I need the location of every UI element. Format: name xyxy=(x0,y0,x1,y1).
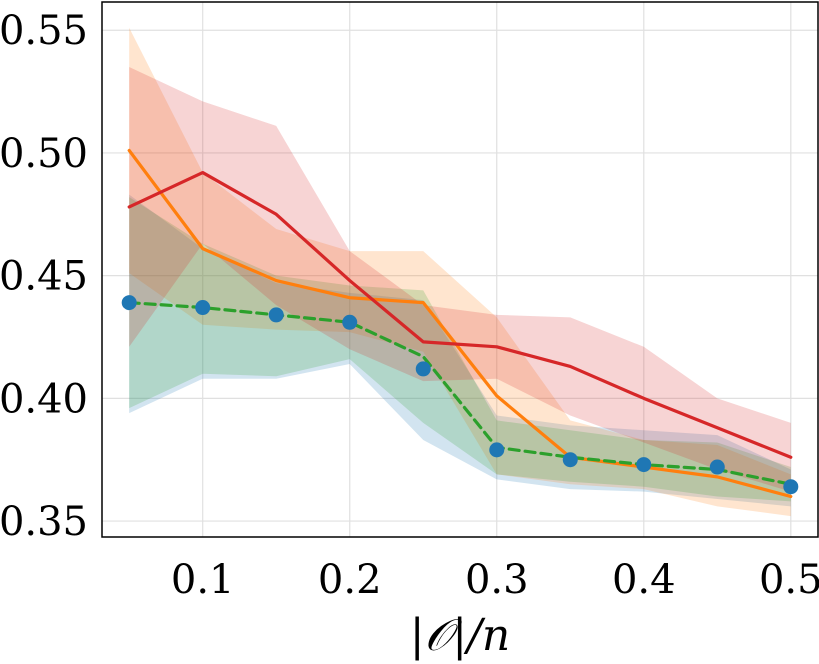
series-lines xyxy=(127,148,793,499)
point-series-1 xyxy=(709,459,725,475)
y-tick-label: 0.45 xyxy=(0,254,88,300)
plot-frame xyxy=(101,1,819,538)
band-series-4 xyxy=(129,67,791,492)
y-tick-labels: 0.35 0.40 0.45 0.50 0.55 xyxy=(0,8,88,545)
point-series-1 xyxy=(489,442,505,458)
x-tick-label: 0.2 xyxy=(318,557,382,603)
x-tick-label: 0.5 xyxy=(759,557,819,603)
point-series-1 xyxy=(415,361,431,377)
line-series-2 xyxy=(127,148,793,499)
x-tick-labels: 0.1 0.2 0.3 0.4 0.5 xyxy=(171,557,819,603)
y-tick-label: 0.40 xyxy=(0,376,88,422)
y-tick-label: 0.50 xyxy=(0,131,88,177)
point-series-1 xyxy=(636,457,652,473)
point-series-1 xyxy=(562,452,578,468)
x-tick-label: 0.4 xyxy=(612,557,676,603)
y-tick-label: 0.55 xyxy=(0,8,88,54)
x-tick-label: 0.3 xyxy=(465,557,529,603)
x-axis-label: |𝒪|/n xyxy=(410,610,511,661)
line-series-3 xyxy=(127,301,793,486)
point-series-1 xyxy=(342,314,358,330)
point-series-1 xyxy=(783,479,799,495)
point-series-1 xyxy=(121,295,137,311)
point-series-1 xyxy=(268,307,284,323)
grid xyxy=(102,2,818,537)
line-series-4 xyxy=(127,170,793,459)
point-series-1 xyxy=(195,300,211,316)
series-markers xyxy=(121,295,799,495)
x-tick-label: 0.1 xyxy=(171,557,235,603)
band-series-1 xyxy=(129,194,791,507)
confidence-bands xyxy=(129,27,791,517)
y-tick-label: 0.35 xyxy=(0,499,88,545)
